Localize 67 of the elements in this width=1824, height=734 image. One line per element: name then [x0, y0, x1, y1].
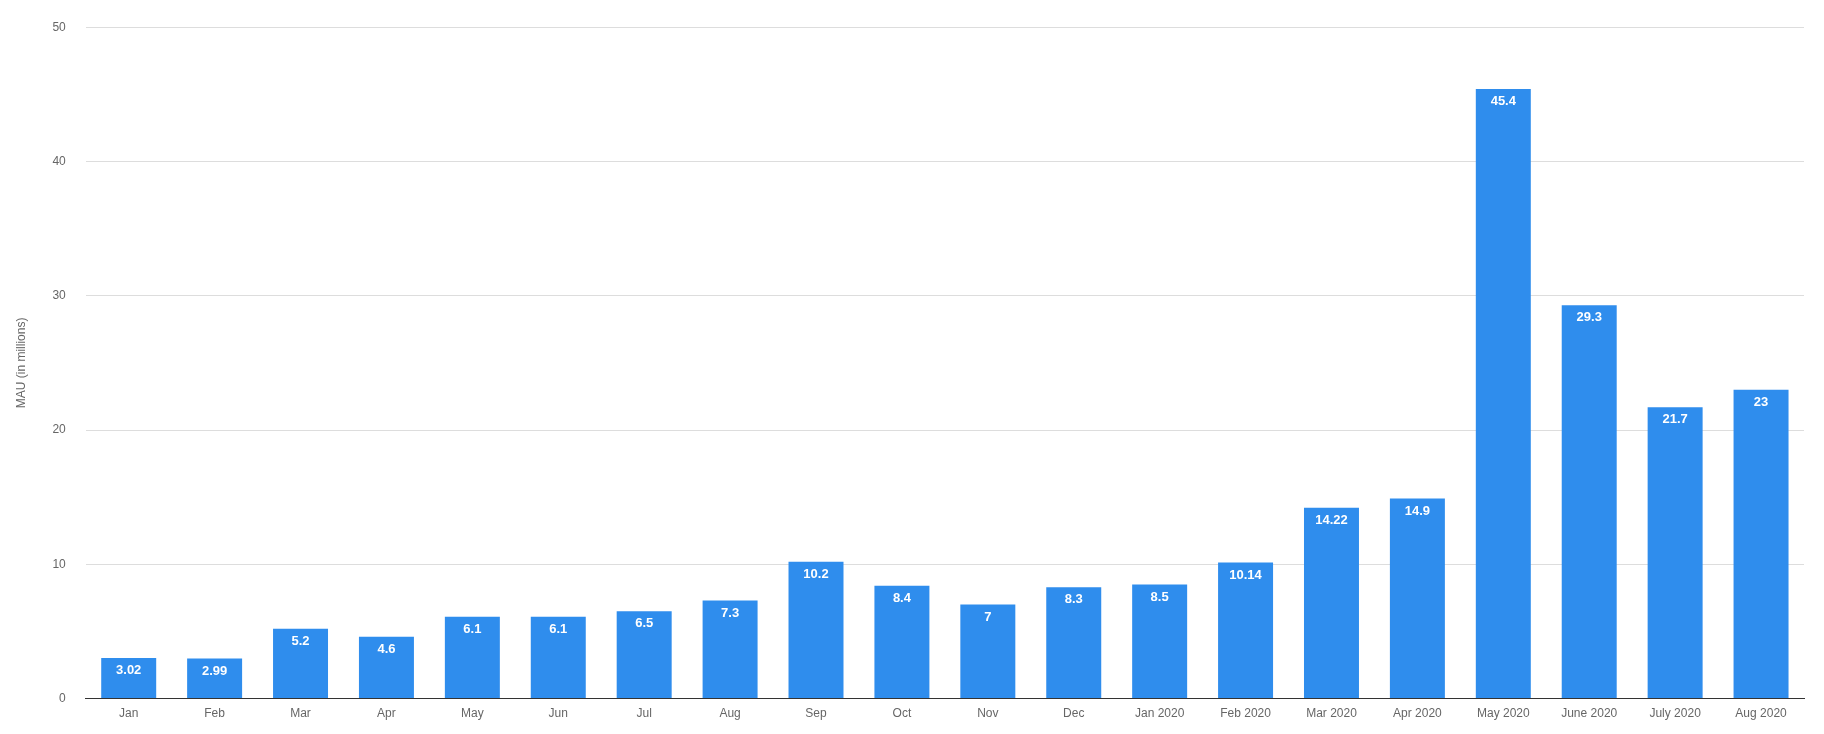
x-tick-label: June 2020	[1561, 706, 1618, 721]
x-tick-label: Apr	[377, 706, 396, 721]
x-tick-label: Mar 2020	[1306, 706, 1358, 721]
x-tick-label: Apr 2020	[1393, 706, 1443, 721]
bar	[960, 604, 1016, 699]
bar	[101, 658, 157, 699]
y-tick-label: 20	[52, 422, 67, 437]
data-label: 10.14	[1229, 566, 1263, 582]
data-label: 7	[984, 608, 992, 624]
bar	[1475, 88, 1531, 699]
y-axis-title: MAU (in millions)	[13, 317, 28, 409]
y-tick-label: 40	[52, 153, 67, 168]
bar	[1132, 584, 1188, 699]
data-label: 8.5	[1150, 588, 1169, 604]
bar	[1647, 407, 1703, 699]
bar	[358, 636, 414, 699]
data-label: 4.6	[377, 640, 396, 656]
x-tick-label: May	[461, 706, 484, 721]
data-label: 7.3	[721, 604, 740, 620]
data-label: 5.2	[291, 632, 310, 648]
data-label: 3.02	[116, 662, 142, 678]
bar	[273, 628, 329, 699]
data-label: 23	[1753, 393, 1769, 409]
y-tick-label: 10	[52, 556, 67, 571]
bar	[702, 600, 758, 699]
data-label: 29.3	[1576, 309, 1602, 325]
bar	[1561, 305, 1617, 699]
bar	[1303, 507, 1359, 699]
data-label: 10.2	[803, 565, 829, 581]
bar	[187, 658, 243, 699]
x-tick-label: May 2020	[1476, 706, 1530, 721]
data-label: 6.5	[635, 615, 654, 631]
data-label: 2.99	[201, 662, 228, 678]
bar	[874, 585, 930, 699]
data-label: 6.1	[549, 620, 568, 636]
bar	[530, 616, 586, 699]
x-tick-label: Feb 2020	[1220, 706, 1272, 721]
bar	[1046, 587, 1102, 699]
x-tick-label: Mar	[290, 706, 311, 721]
y-tick-label: 0	[59, 690, 67, 705]
data-label: 21.7	[1662, 411, 1688, 427]
data-label: 6.1	[463, 620, 482, 636]
x-tick-label: Jul	[636, 706, 652, 721]
x-tick-label: Sep	[805, 706, 827, 721]
x-tick-label: Jan 2020	[1134, 706, 1185, 721]
bar	[1389, 498, 1445, 699]
bar	[444, 616, 500, 699]
x-tick-label: Aug 2020	[1735, 706, 1788, 721]
data-label: 8.4	[892, 589, 912, 605]
bar	[1733, 389, 1789, 699]
data-label: 14.22	[1315, 511, 1348, 527]
x-tick-label: Aug	[719, 706, 741, 721]
y-tick-label: 50	[52, 19, 67, 34]
x-tick-label: Nov	[977, 706, 999, 721]
data-label: 14.9	[1404, 502, 1431, 518]
x-tick-label: Feb	[204, 706, 226, 721]
x-tick-label: Oct	[892, 706, 912, 721]
y-tick-label: 30	[52, 288, 67, 303]
x-tick-label: Dec	[1063, 706, 1085, 721]
data-label: 8.3	[1064, 591, 1083, 607]
x-tick-label: Jun	[548, 706, 568, 721]
x-tick-label: July 2020	[1649, 706, 1702, 721]
bar	[788, 561, 844, 699]
x-tick-label: Jan	[119, 706, 139, 721]
bar	[1218, 562, 1274, 699]
data-label: 45.4	[1490, 93, 1517, 109]
bar	[616, 611, 672, 699]
